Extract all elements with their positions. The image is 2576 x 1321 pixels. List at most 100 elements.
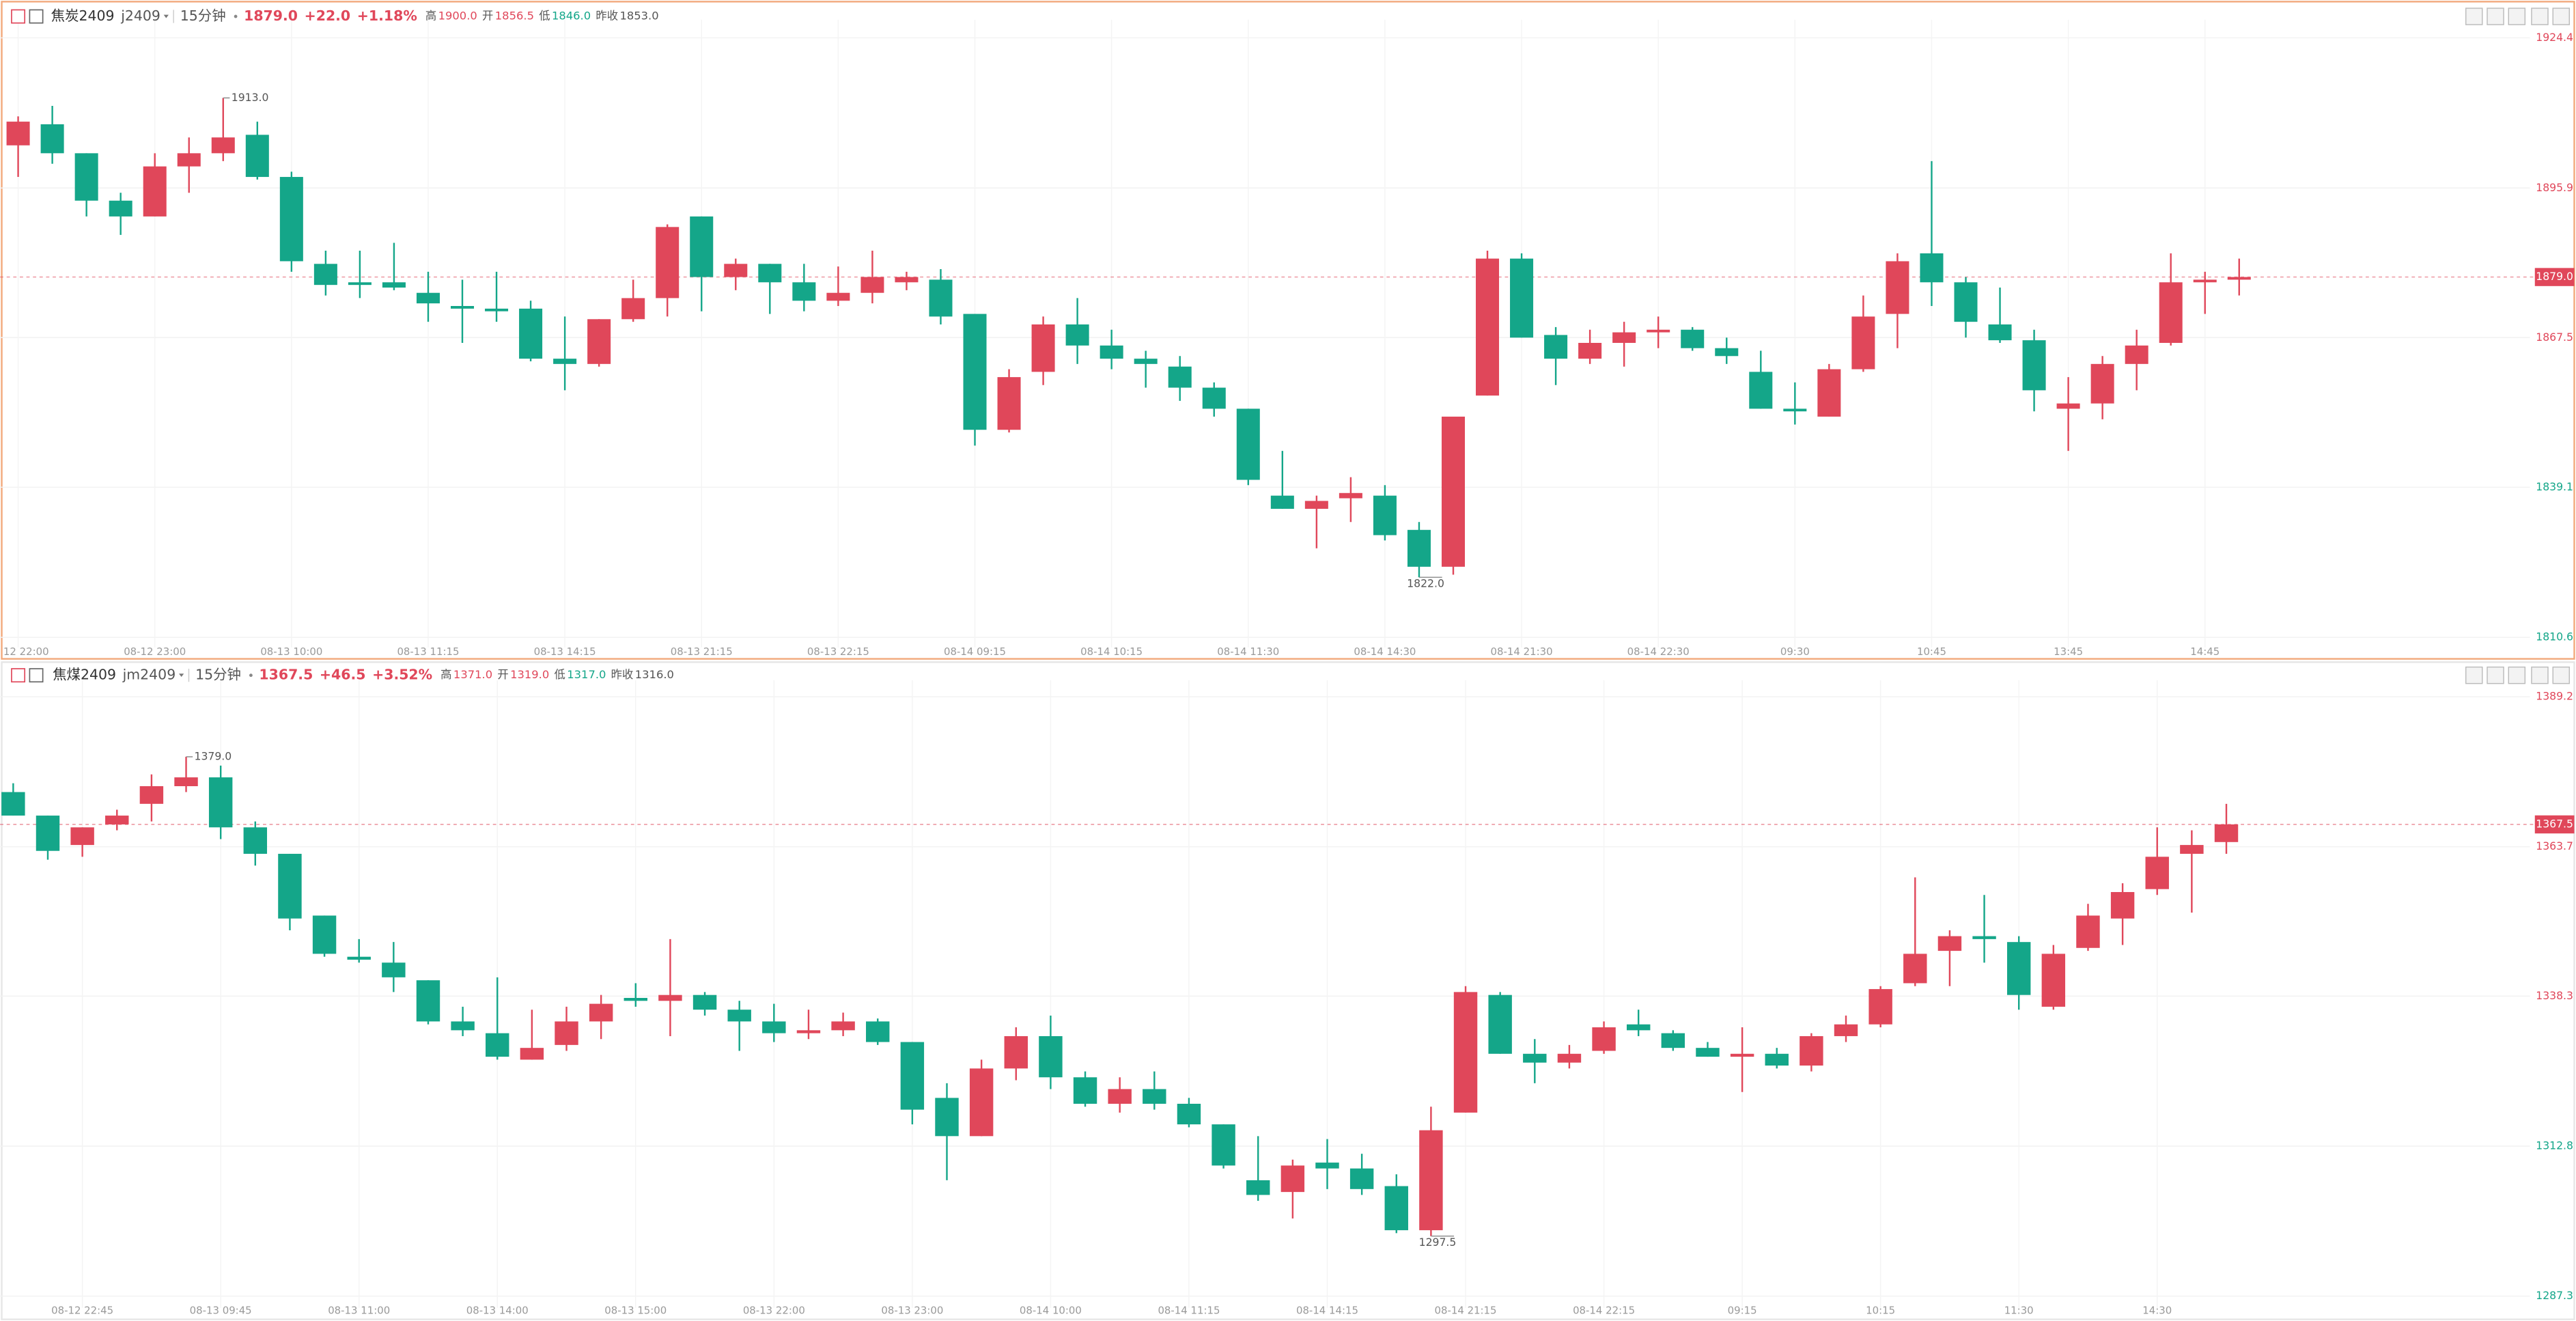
candle-body <box>1304 501 1328 509</box>
candle-body <box>900 1042 925 1110</box>
tool-button[interactable] <box>2487 8 2504 25</box>
y-tick-label: 1810.6 <box>2536 630 2573 643</box>
candle-body <box>1100 345 1123 359</box>
tool-button[interactable] <box>2552 666 2570 684</box>
header-text: +3.52% <box>372 667 432 683</box>
x-tick-label: 08-14 21:30 <box>1491 645 1553 658</box>
tool-button[interactable] <box>2531 8 2549 25</box>
candle-body <box>2056 403 2080 409</box>
header-text: 低 <box>539 10 550 23</box>
y-tick-label: 1895.9 <box>2536 181 2573 194</box>
tool-button[interactable] <box>2531 666 2549 684</box>
header-text: jm2409 <box>122 667 176 683</box>
candle-body <box>312 915 337 954</box>
x-tick-label: 14:30 <box>2142 1305 2172 1317</box>
candle-body <box>451 1021 475 1031</box>
tool-button[interactable] <box>2552 8 2570 25</box>
x-tick-label: 08-14 11:15 <box>1158 1305 1220 1317</box>
candle-body <box>208 777 233 828</box>
candle-body <box>1373 495 1397 536</box>
candle-body <box>2090 363 2114 404</box>
candle-body <box>1661 1033 1685 1048</box>
header-text: 开 <box>497 668 508 681</box>
candle-body <box>1868 989 1892 1025</box>
toolbar-bottom[interactable] <box>2465 666 2570 684</box>
candle-body <box>1972 936 1996 939</box>
header-text: 1317.0 <box>567 668 606 681</box>
y-tick-label: 1867.5 <box>2536 331 2573 344</box>
candle-body <box>1039 1035 1063 1078</box>
candle-body <box>587 319 611 364</box>
candle-body <box>1212 1124 1235 1166</box>
candle-body <box>1612 332 1636 343</box>
candle-body <box>866 1021 890 1042</box>
panel-border-selected <box>1 1 2575 660</box>
last-price-box <box>2534 268 2575 286</box>
candle-body <box>1073 1077 1097 1104</box>
candle-body <box>969 1068 994 1137</box>
header-text: 1316.0 <box>635 668 674 681</box>
candle-body <box>826 292 850 301</box>
header-text: +1.18% <box>357 8 417 24</box>
header-text: 高 <box>440 668 451 681</box>
tool-button[interactable] <box>2487 666 2504 684</box>
tool-button[interactable] <box>2465 8 2483 25</box>
candle-body <box>1315 1163 1339 1169</box>
icon <box>29 668 44 683</box>
header-text: 昨收 <box>596 10 618 23</box>
toolbar-top[interactable] <box>2465 8 2570 25</box>
candle-body <box>70 827 94 846</box>
candle-body <box>1886 261 1909 314</box>
x-tick-label: 08-13 22:00 <box>743 1305 805 1317</box>
candle-body <box>279 177 303 262</box>
tool-button[interactable] <box>2465 666 2483 684</box>
candle-body <box>1730 1053 1754 1057</box>
candle-body <box>1544 335 1568 359</box>
x-tick-label: 08-13 11:15 <box>397 645 459 658</box>
candle-body <box>1749 372 1773 409</box>
x-tick-label: 13:45 <box>2054 645 2083 658</box>
y-tick-label: 1287.3 <box>2536 1289 2573 1302</box>
header-text: +46.5 <box>320 667 366 683</box>
x-tick-label: 08-13 15:00 <box>604 1305 667 1317</box>
candle-body <box>1920 253 1944 283</box>
candle-body <box>278 854 302 919</box>
candle-body <box>796 1030 821 1033</box>
dropdown-caret <box>163 14 169 18</box>
candle-body <box>416 292 440 304</box>
header-text: 15分钟 <box>195 667 241 683</box>
x-tick-label: 08-13 09:45 <box>190 1305 252 1317</box>
candle-body <box>1765 1053 1789 1066</box>
last-price-label: 1879.0 <box>2536 270 2573 283</box>
header-text: 焦炭2409 <box>51 8 115 24</box>
candle-body <box>831 1021 855 1031</box>
candle-body <box>1143 1089 1166 1104</box>
tool-button[interactable] <box>2508 666 2526 684</box>
candle-body <box>1177 1103 1201 1125</box>
candle-body <box>2006 942 2031 995</box>
icon <box>29 9 44 24</box>
candle-body <box>997 377 1021 430</box>
candle-body <box>895 277 919 283</box>
candle-body <box>382 962 406 977</box>
candle-body <box>1168 366 1192 388</box>
header-text: 1846.0 <box>552 10 591 23</box>
header-text: 1900.0 <box>438 10 477 23</box>
candle-body <box>792 282 816 301</box>
candle-body <box>1419 1130 1443 1231</box>
candle-body <box>40 124 64 154</box>
candle-body <box>758 264 782 283</box>
header-text: 高 <box>425 10 436 23</box>
candle-body <box>313 264 337 286</box>
tool-button[interactable] <box>2508 8 2526 25</box>
panel-border <box>1 661 2575 1320</box>
candle-body <box>348 282 372 286</box>
x-tick-label: 08-14 14:30 <box>1354 645 1416 658</box>
candle-body <box>724 264 748 277</box>
header-text: 低 <box>555 668 565 681</box>
x-tick-label: 08-14 21:15 <box>1435 1305 1497 1317</box>
x-tick-label: 08-14 22:30 <box>1627 645 1690 658</box>
candle-body <box>1647 329 1670 333</box>
candle-body <box>1202 387 1226 409</box>
